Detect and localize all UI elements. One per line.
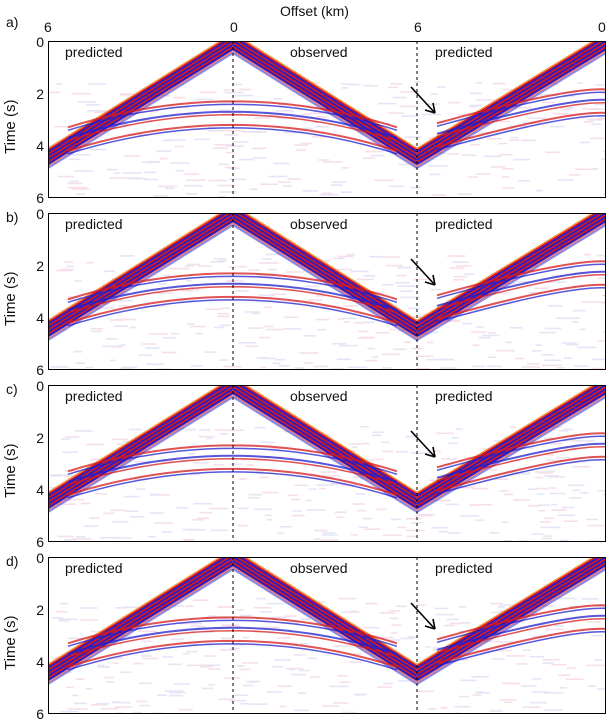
y-tick-2: 2 <box>30 430 44 446</box>
y-tick-2: 2 <box>30 258 44 274</box>
panel-a: a) Time (s) 0 2 4 6 predicted observed p… <box>0 26 613 198</box>
panel-letter: c) <box>6 381 18 397</box>
seismic-panel-svg <box>48 213 606 370</box>
panel-d: d) Time (s) 0 2 4 6 predicted observed p… <box>0 542 613 714</box>
seismic-plot: predicted observed predicted <box>48 557 606 714</box>
label-predicted-right: predicted <box>433 388 495 404</box>
label-observed: observed <box>288 560 350 576</box>
y-tick-0: 0 <box>30 34 44 50</box>
y-tick-2: 2 <box>30 602 44 618</box>
label-predicted-left: predicted <box>63 216 125 232</box>
y-axis-label: Time (s) <box>2 272 19 326</box>
figure-title: Offset (km) <box>280 3 349 19</box>
label-observed: observed <box>288 388 350 404</box>
y-axis-label: Time (s) <box>2 444 19 498</box>
y-tick-4: 4 <box>30 654 44 670</box>
seismic-plot: predicted observed predicted <box>48 41 606 198</box>
seismic-panel-svg <box>48 557 606 714</box>
panel-letter: a) <box>6 14 18 30</box>
y-axis-label: Time (s) <box>2 616 19 670</box>
y-axis-label: Time (s) <box>2 100 19 154</box>
panel-letter: b) <box>6 209 18 225</box>
panel-c: c) Time (s) 0 2 4 6 predicted observed p… <box>0 370 613 542</box>
y-tick-0: 0 <box>30 206 44 222</box>
label-observed: observed <box>288 44 350 60</box>
y-tick-6: 6 <box>30 706 44 722</box>
y-tick-0: 0 <box>30 378 44 394</box>
y-tick-0: 0 <box>30 550 44 566</box>
seismic-panel-svg <box>48 41 606 198</box>
seismic-plot: predicted observed predicted <box>48 385 606 542</box>
label-predicted-right: predicted <box>433 216 495 232</box>
label-predicted-left: predicted <box>63 44 125 60</box>
label-observed: observed <box>288 216 350 232</box>
y-tick-2: 2 <box>30 86 44 102</box>
label-predicted-left: predicted <box>63 388 125 404</box>
label-predicted-right: predicted <box>433 44 495 60</box>
y-tick-4: 4 <box>30 138 44 154</box>
seismic-panel-svg <box>48 385 606 542</box>
panel-b: b) Time (s) 0 2 4 6 predicted observed p… <box>0 198 613 370</box>
seismic-plot: predicted observed predicted <box>48 213 606 370</box>
y-tick-4: 4 <box>30 310 44 326</box>
label-predicted-left: predicted <box>63 560 125 576</box>
label-predicted-right: predicted <box>433 560 495 576</box>
y-tick-4: 4 <box>30 482 44 498</box>
panel-letter: d) <box>6 553 18 569</box>
